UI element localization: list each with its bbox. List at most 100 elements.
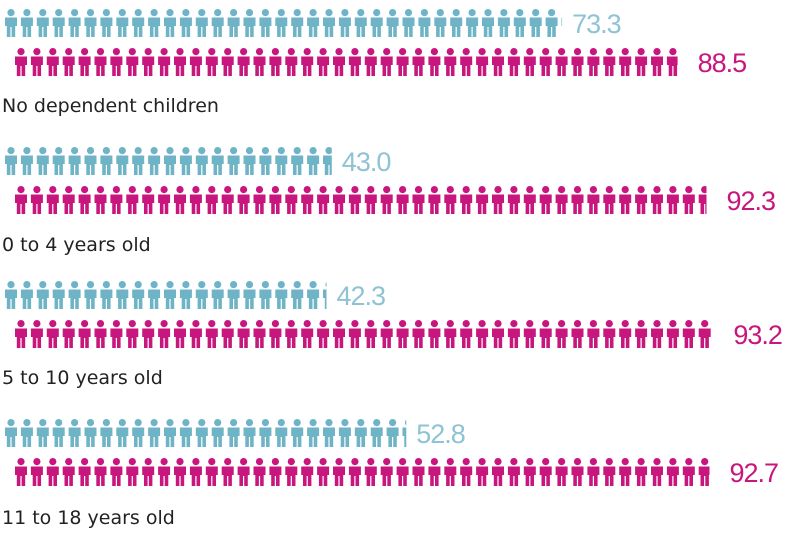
- person-icon: [227, 9, 240, 37]
- person-icon: [78, 48, 91, 76]
- person-icon: [571, 48, 584, 76]
- person-icon: [5, 281, 17, 309]
- person-icon: [651, 186, 663, 214]
- person-icon: [243, 9, 256, 37]
- person-icon: [492, 48, 504, 76]
- person-icon: [132, 419, 145, 447]
- person-icon: [158, 458, 171, 486]
- person-icon: [36, 419, 49, 447]
- person-icon: [476, 458, 489, 486]
- data-label: 93.2: [733, 320, 782, 350]
- person-icon: [428, 458, 441, 486]
- person-icon: [142, 458, 155, 486]
- person-icon: [15, 458, 27, 486]
- bar-series-2: [15, 186, 727, 214]
- data-label: 52.8: [416, 419, 465, 449]
- person-icon: [635, 48, 648, 76]
- person-icon: [666, 186, 679, 214]
- person-icon: [396, 458, 409, 486]
- person-icon: [62, 186, 75, 214]
- person-icon: [666, 48, 678, 76]
- person-icon: [698, 320, 711, 348]
- person-icon: [52, 419, 65, 447]
- person-icon: [15, 186, 27, 214]
- person-icon: [301, 458, 314, 486]
- person-icon: [84, 281, 97, 309]
- data-label: 92.7: [730, 458, 779, 488]
- person-icon: [682, 320, 695, 348]
- person-icon: [396, 186, 409, 214]
- person-icon: [195, 9, 208, 37]
- person-icon: [285, 320, 298, 348]
- person-icon: [476, 48, 489, 76]
- person-icon: [189, 458, 202, 486]
- person-icon: [364, 320, 377, 348]
- person-icon: [20, 9, 33, 37]
- person-icon: [380, 458, 393, 486]
- person-icon: [52, 281, 65, 309]
- person-icon: [52, 147, 65, 175]
- person-icon: [523, 48, 536, 76]
- person-icon: [148, 419, 161, 447]
- person-icon: [301, 48, 314, 76]
- person-icon: [603, 48, 616, 76]
- person-icon: [46, 186, 59, 214]
- person-icon: [412, 458, 425, 486]
- person-icon: [450, 9, 463, 37]
- person-icon: [205, 48, 218, 76]
- person-icon: [20, 147, 33, 175]
- category-group: 42.3 93.2 5 to 10 years old: [2, 281, 783, 389]
- person-icon: [189, 186, 202, 214]
- person-icon: [466, 9, 479, 37]
- person-icon: [237, 48, 250, 76]
- person-icon: [285, 48, 298, 76]
- person-icon: [142, 320, 155, 348]
- person-icon: [291, 9, 304, 37]
- person-icon: [317, 458, 330, 486]
- person-icon: [158, 320, 171, 348]
- person-icon: [492, 458, 504, 486]
- person-icon: [396, 48, 409, 76]
- person-icon: [587, 458, 600, 486]
- person-icon: [275, 281, 288, 309]
- person-icon: [189, 48, 202, 76]
- person-icon: [100, 419, 113, 447]
- person-icon: [84, 9, 97, 37]
- person-icon: [164, 281, 176, 309]
- person-icon: [132, 281, 145, 309]
- person-icon: [476, 186, 489, 214]
- person-icon: [348, 48, 361, 76]
- bar-series-1: [5, 147, 332, 175]
- person-icon: [110, 186, 123, 214]
- person-icon: [211, 281, 224, 309]
- person-icon: [587, 320, 600, 348]
- person-icon: [221, 48, 234, 76]
- person-icon: [715, 320, 727, 348]
- person-icon: [269, 48, 282, 76]
- person-icon: [307, 281, 320, 309]
- person-icon: [444, 48, 457, 76]
- person-icon: [380, 48, 393, 76]
- person-icon: [715, 186, 727, 214]
- person-icon: [682, 458, 695, 486]
- person-icon: [227, 147, 240, 175]
- person-icon: [36, 281, 49, 309]
- person-icon: [148, 281, 161, 309]
- person-icon: [364, 186, 377, 214]
- person-icon: [195, 419, 208, 447]
- person-icon: [348, 320, 361, 348]
- person-icon: [78, 186, 91, 214]
- person-icon: [148, 147, 161, 175]
- person-icon: [370, 419, 383, 447]
- person-icon: [84, 147, 97, 175]
- person-icon: [291, 281, 304, 309]
- person-icon: [110, 458, 123, 486]
- person-icon: [507, 48, 520, 76]
- person-icon: [5, 147, 17, 175]
- person-icon: [221, 458, 234, 486]
- person-icon: [482, 9, 494, 37]
- person-icon: [348, 186, 361, 214]
- person-icon: [5, 419, 17, 447]
- person-icon: [333, 320, 345, 348]
- person-icon: [259, 147, 272, 175]
